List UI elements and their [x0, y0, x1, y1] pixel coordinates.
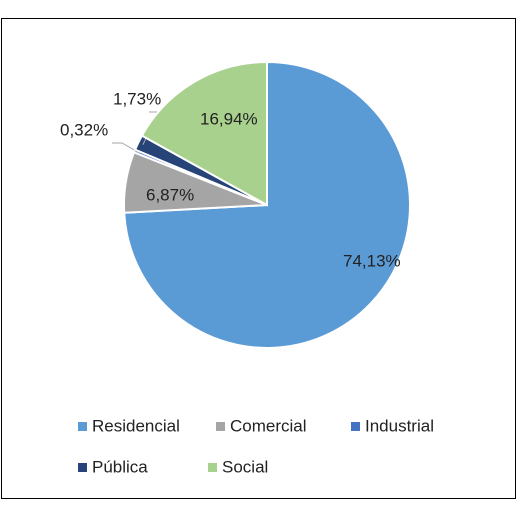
data-label: 16,94%: [200, 109, 258, 128]
legend-swatch: [78, 463, 87, 472]
data-label: 0,32%: [60, 120, 108, 139]
data-label: 1,73%: [113, 89, 161, 108]
data-label: 6,87%: [146, 185, 194, 204]
legend-swatch: [351, 422, 360, 431]
legend-label: Comercial: [230, 416, 307, 435]
legend-label: Social: [222, 457, 268, 476]
legend-label: Industrial: [365, 416, 434, 435]
legend-swatch: [78, 422, 87, 431]
pie-slice: [140, 60, 268, 207]
legend-label: Residencial: [92, 416, 180, 435]
legend-label: Pública: [92, 457, 148, 476]
data-label: 74,13%: [343, 251, 401, 270]
legend-swatch: [216, 422, 225, 431]
leader-line: [112, 142, 140, 154]
legend-swatch: [208, 463, 217, 472]
